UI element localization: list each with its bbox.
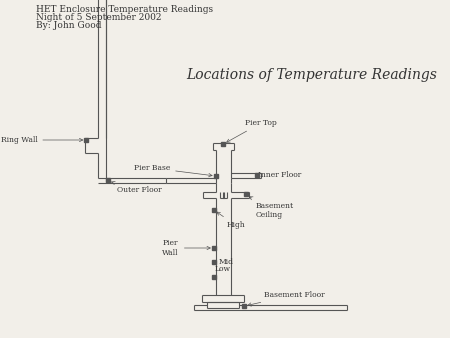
Text: Pier Base: Pier Base [134, 164, 212, 177]
Text: Mid: Mid [218, 258, 233, 266]
Text: Locations of Temperature Readings: Locations of Temperature Readings [186, 68, 437, 82]
Text: HET Enclosure Temperature Readings: HET Enclosure Temperature Readings [36, 5, 214, 14]
Text: Dome: Dome [0, 337, 1, 338]
Text: By: John Good: By: John Good [36, 21, 102, 30]
Text: Basement
Ceiling: Basement Ceiling [249, 197, 294, 219]
Text: Basement Floor: Basement Floor [248, 291, 324, 306]
Text: Pier Top: Pier Top [226, 119, 277, 142]
Text: Low: Low [215, 265, 231, 273]
Text: Pier
Wall: Pier Wall [162, 239, 210, 257]
Text: Inner Floor: Inner Floor [258, 171, 302, 179]
Text: Ring Wall: Ring Wall [0, 136, 83, 144]
Text: Night of 5 September 2002: Night of 5 September 2002 [36, 13, 162, 22]
Text: High: High [217, 212, 245, 229]
Text: Outer Floor: Outer Floor [112, 181, 162, 194]
